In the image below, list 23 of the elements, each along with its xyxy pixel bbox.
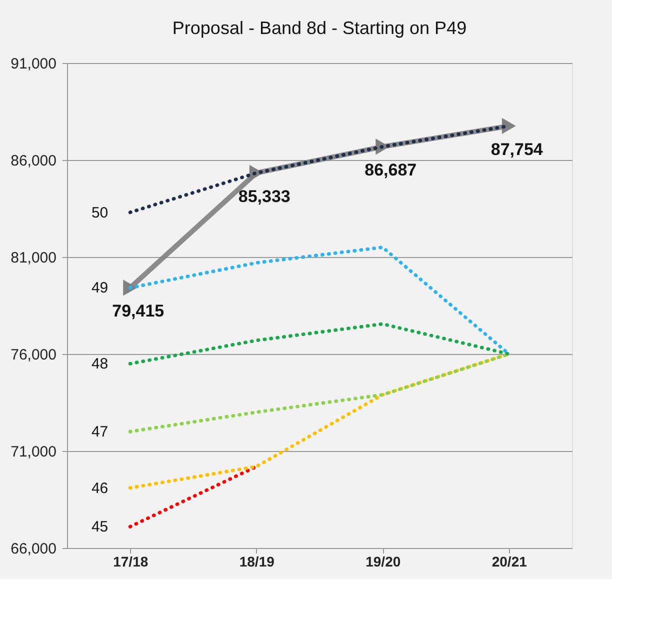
- series-label: 46: [91, 480, 108, 497]
- x-tick-label: 18/19: [239, 554, 275, 570]
- series-label: 48: [91, 356, 108, 373]
- data-label: 86,687: [364, 160, 417, 180]
- y-tick-label: 76,000: [10, 346, 56, 364]
- y-tick-label: 91,000: [10, 56, 56, 72]
- y-tick-label: 71,000: [10, 444, 56, 460]
- y-tick-label: 86,000: [10, 152, 56, 170]
- series-label: 49: [91, 280, 108, 297]
- x-tick-label: 17/18: [113, 554, 148, 570]
- line-series: [128, 322, 511, 366]
- y-tick-label: 66,000: [10, 540, 56, 558]
- y-tick-label: 81,000: [10, 250, 56, 266]
- series-label: 50: [91, 204, 108, 222]
- chart-title: Proposal - Band 8d - Starting on P49: [172, 18, 467, 38]
- data-label: 79,415: [112, 302, 164, 321]
- series-label: 45: [91, 518, 108, 536]
- data-label: 85,333: [238, 186, 290, 206]
- series-label: 47: [91, 424, 108, 441]
- x-tick-label: 20/21: [492, 554, 528, 570]
- line-series: [128, 352, 511, 490]
- x-tick-label: 19/20: [366, 554, 401, 570]
- data-label: 87,754: [490, 140, 544, 159]
